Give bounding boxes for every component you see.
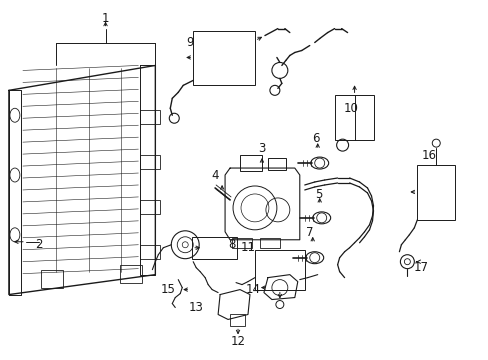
Text: 15: 15 — [161, 283, 175, 296]
Text: 3: 3 — [258, 141, 265, 155]
Text: 1: 1 — [102, 12, 109, 25]
Bar — [416, 165, 454, 220]
Bar — [140, 155, 160, 169]
Text: 2: 2 — [35, 238, 42, 251]
Bar — [120, 265, 142, 283]
Text: 17: 17 — [413, 261, 428, 274]
Text: 9: 9 — [186, 36, 194, 49]
Bar — [193, 31, 254, 85]
Bar — [192, 237, 237, 259]
Text: 6: 6 — [311, 132, 319, 145]
Text: 13: 13 — [188, 301, 203, 314]
Bar — [334, 95, 374, 140]
Bar — [260, 238, 279, 248]
Text: 4: 4 — [211, 168, 219, 181]
Text: 11: 11 — [240, 241, 255, 254]
Bar — [140, 245, 160, 259]
Text: 8: 8 — [228, 238, 235, 251]
Text: 16: 16 — [421, 149, 436, 162]
Bar — [140, 200, 160, 214]
Bar — [140, 110, 160, 124]
Bar — [229, 315, 244, 327]
Bar — [240, 155, 262, 171]
Bar — [232, 238, 251, 248]
Bar — [41, 270, 62, 288]
Text: 10: 10 — [344, 102, 358, 115]
Text: 5: 5 — [314, 188, 322, 202]
Text: 7: 7 — [305, 226, 313, 239]
Bar — [254, 250, 304, 289]
Text: 12: 12 — [230, 335, 245, 348]
Text: 14: 14 — [245, 283, 260, 296]
Bar — [267, 158, 285, 170]
